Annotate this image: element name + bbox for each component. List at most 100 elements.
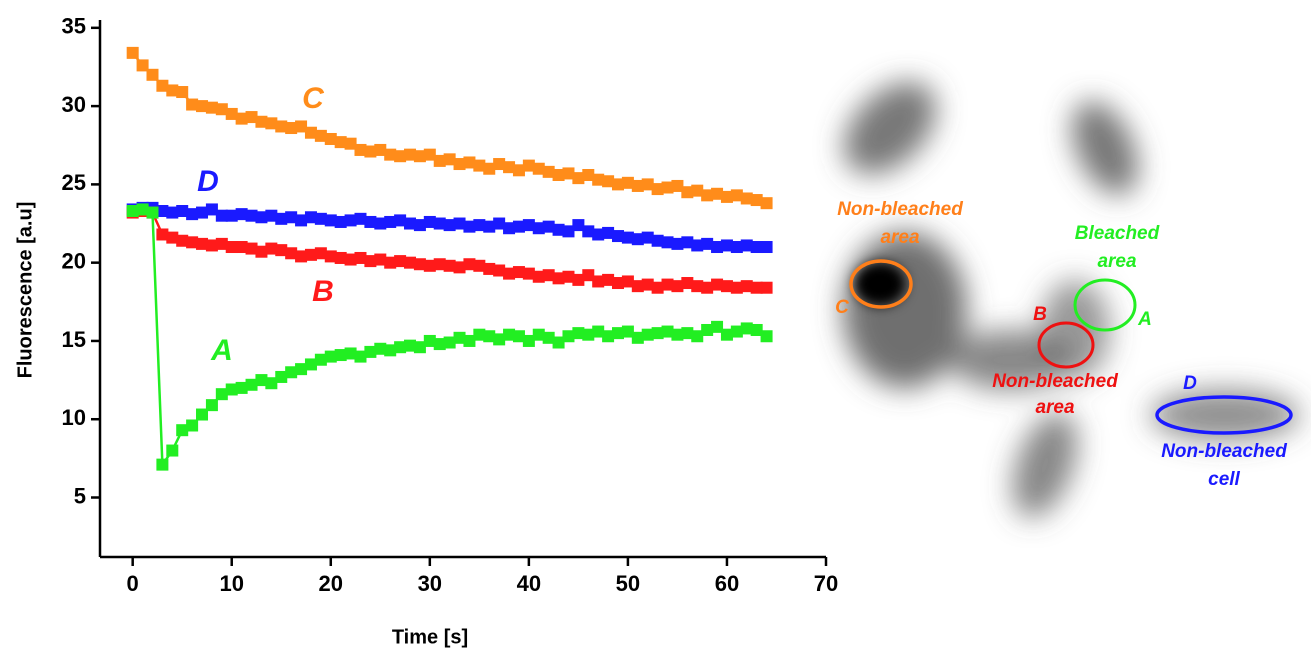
- marker: [730, 281, 743, 294]
- marker: [255, 211, 268, 224]
- marker: [354, 350, 367, 363]
- x-axis-label: Time [s]: [392, 626, 468, 648]
- marker: [235, 381, 248, 394]
- marker: [136, 203, 149, 216]
- marker: [443, 336, 456, 349]
- marker: [136, 59, 149, 72]
- marker: [661, 181, 674, 194]
- marker: [423, 215, 436, 228]
- marker: [671, 179, 684, 192]
- marker: [334, 349, 347, 362]
- roi-c: [849, 259, 913, 309]
- marker: [196, 100, 209, 113]
- x-tick-label: 30: [418, 571, 442, 596]
- marker: [324, 132, 337, 145]
- marker: [631, 233, 644, 246]
- marker: [503, 328, 516, 341]
- marker: [512, 164, 525, 177]
- marker: [453, 261, 466, 274]
- marker: [582, 328, 595, 341]
- marker: [720, 239, 733, 252]
- annotation: Non-bleached: [1161, 441, 1287, 462]
- marker: [304, 358, 317, 371]
- marker: [740, 192, 753, 205]
- marker: [285, 211, 298, 224]
- marker: [730, 325, 743, 338]
- x-tick-label: 60: [715, 571, 739, 596]
- marker: [295, 250, 308, 263]
- series-label: C: [302, 82, 325, 115]
- marker: [592, 275, 605, 288]
- marker: [413, 150, 426, 163]
- marker: [542, 331, 555, 344]
- series-label: A: [210, 334, 233, 367]
- marker: [423, 334, 436, 347]
- marker: [453, 217, 466, 230]
- marker: [423, 148, 436, 161]
- y-tick-label: 15: [62, 327, 86, 352]
- marker: [512, 266, 525, 279]
- marker: [433, 217, 446, 230]
- marker: [166, 444, 179, 457]
- marker: [354, 251, 367, 264]
- marker: [423, 259, 436, 272]
- marker: [750, 241, 763, 254]
- marker: [225, 383, 238, 396]
- marker: [473, 159, 486, 172]
- marker: [384, 215, 397, 228]
- x-tick-label: 70: [814, 571, 838, 596]
- marker: [602, 330, 615, 343]
- marker: [334, 251, 347, 264]
- marker: [691, 330, 704, 343]
- marker: [463, 156, 476, 169]
- marker: [720, 280, 733, 293]
- annotation: area: [880, 227, 920, 248]
- marker: [750, 194, 763, 207]
- marker: [176, 86, 189, 99]
- marker: [572, 327, 585, 340]
- roi-a: [1073, 278, 1137, 332]
- marker: [205, 203, 218, 216]
- marker: [344, 253, 357, 266]
- marker: [324, 250, 337, 263]
- marker: [483, 262, 496, 275]
- marker: [156, 205, 169, 218]
- marker: [760, 241, 773, 254]
- marker: [176, 424, 189, 437]
- marker: [314, 353, 327, 366]
- marker: [473, 328, 486, 341]
- marker: [621, 176, 634, 189]
- marker: [156, 79, 169, 92]
- marker: [730, 241, 743, 254]
- marker: [245, 111, 258, 124]
- marker: [701, 237, 714, 250]
- marker: [245, 242, 258, 255]
- marker: [384, 256, 397, 269]
- marker: [275, 244, 288, 257]
- marker: [314, 247, 327, 260]
- marker: [552, 336, 565, 349]
- marker: [631, 280, 644, 293]
- marker: [176, 234, 189, 247]
- marker: [532, 328, 545, 341]
- marker: [463, 258, 476, 271]
- marker: [621, 231, 634, 244]
- marker: [483, 220, 496, 233]
- marker: [255, 374, 268, 387]
- marker: [304, 211, 317, 224]
- marker: [542, 220, 555, 233]
- marker: [324, 214, 337, 227]
- marker: [671, 237, 684, 250]
- marker: [146, 206, 159, 219]
- marker: [493, 333, 506, 346]
- marker: [562, 167, 575, 180]
- marker: [225, 241, 238, 254]
- marker: [572, 219, 585, 232]
- marker: [621, 325, 634, 338]
- marker: [275, 212, 288, 225]
- annotation: Non-bleached: [992, 371, 1118, 392]
- marker: [156, 228, 169, 241]
- marker: [255, 245, 268, 258]
- marker: [572, 172, 585, 185]
- marker: [265, 377, 278, 390]
